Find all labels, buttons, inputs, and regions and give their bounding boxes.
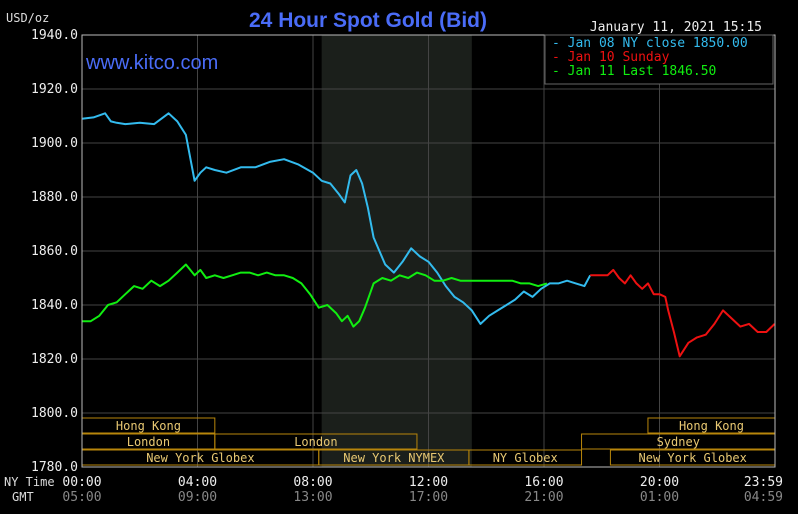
y-axis-ticks: 1780.0 1800.0 1820.0 1840.0 1860.0 1880.0 1900… [31, 28, 78, 475]
x-tick-label-gmt: 17:00 [409, 490, 448, 505]
session-label: London [127, 435, 170, 449]
legend-entry: - Jan 08 NY close 1850.00 [552, 36, 748, 51]
kitco-watermark: www.kitco.com [85, 52, 218, 74]
session-box [468, 449, 583, 466]
y-tick-label: 1840.0 [31, 298, 78, 313]
session-label: Hong Kong [679, 419, 744, 433]
session-label: Sydney [657, 435, 700, 449]
session-label: New York Globex [146, 451, 254, 465]
session-label: Hong Kong [116, 419, 181, 433]
y-axis-unit-label: USD/oz [6, 11, 49, 25]
session-label: NY Globex [493, 451, 558, 465]
x-tick-label-ny: 04:00 [178, 475, 217, 490]
x-tick-label-gmt: 05:00 [62, 490, 101, 505]
price-lines [81, 112, 776, 358]
session-label: New York Globex [639, 451, 747, 465]
y-tick-label: 1940.0 [31, 28, 78, 43]
y-tick-label: 1880.0 [31, 190, 78, 205]
chart-title: 24 Hour Spot Gold (Bid) [249, 9, 487, 32]
y-tick-label: 1800.0 [31, 406, 78, 421]
y-tick-label: 1920.0 [31, 82, 78, 97]
x-tick-label-ny: 23:59 [744, 475, 783, 490]
y-tick-label: 1860.0 [31, 244, 78, 259]
price-line [81, 112, 592, 325]
y-tick-label: 1780.0 [31, 460, 78, 475]
x-tick-label-gmt: 01:00 [640, 490, 679, 505]
plot-frame [81, 34, 776, 468]
legend-entry: - Jan 10 Sunday [552, 50, 670, 65]
x-tick-label-ny: 08:00 [293, 475, 332, 490]
y-tick-label: 1900.0 [31, 136, 78, 151]
session-label: London [294, 435, 337, 449]
market-sessions: Hong Kong London London New York Globex New … [81, 417, 776, 466]
x-tick-label-ny: 20:00 [640, 475, 679, 490]
x-tick-label-ny: 00:00 [62, 475, 101, 490]
ny-time-label: NY Time [4, 475, 55, 489]
x-tick-label-gmt: 04:59 [744, 490, 783, 505]
legend-entry: - Jan 11 Last 1846.50 [552, 64, 716, 79]
x-tick-label-ny: 12:00 [409, 475, 448, 490]
price-line [590, 268, 776, 358]
legend-box [544, 34, 774, 85]
chart-timestamp: January 11, 2021 15:15 [590, 20, 762, 35]
gmt-label: GMT [12, 490, 34, 504]
x-tick-label-gmt: 21:00 [524, 490, 563, 505]
x-tick-label-ny: 16:00 [524, 475, 563, 490]
session-box [214, 433, 418, 450]
x-tick-label-gmt: 13:00 [293, 490, 332, 505]
session-label: New York NYMEX [343, 451, 445, 465]
legend: - Jan 08 NY close 1850.00- Jan 10 Sunday… [544, 34, 774, 85]
x-tick-label-gmt: 09:00 [178, 490, 217, 505]
price-line [82, 263, 548, 328]
y-tick-label: 1820.0 [31, 352, 78, 367]
